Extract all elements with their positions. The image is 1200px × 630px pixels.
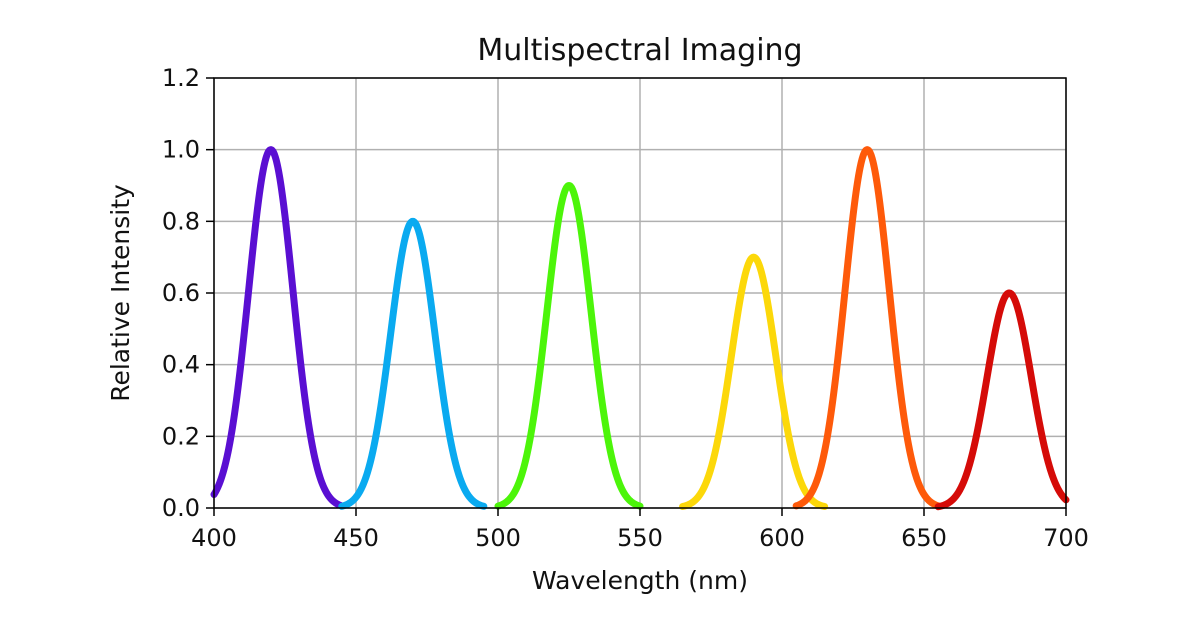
- x-tick-label: 600: [759, 524, 805, 552]
- x-tick-label: 500: [475, 524, 521, 552]
- x-axis-label: Wavelength (nm): [532, 566, 748, 595]
- series-layer: [210, 146, 1070, 511]
- y-tick-label: 0.4: [162, 351, 200, 379]
- x-tick-label: 700: [1043, 524, 1089, 552]
- y-tick-label: 1.0: [162, 136, 200, 164]
- x-tick-label: 400: [191, 524, 237, 552]
- spectral-band-line-2: [338, 217, 488, 510]
- x-tick-label: 550: [617, 524, 663, 552]
- y-tick-label: 0.2: [162, 422, 200, 450]
- y-tick-label: 0.0: [162, 494, 200, 522]
- y-tick-label: 0.6: [162, 279, 200, 307]
- spectral-band-line-1: [210, 146, 346, 510]
- spectral-band-line-3: [494, 182, 644, 510]
- spectral-band-line-6: [934, 289, 1070, 511]
- grid: [213, 77, 1067, 509]
- x-tick-label: 450: [333, 524, 379, 552]
- x-tick-label: 650: [901, 524, 947, 552]
- y-tick-label: 1.2: [162, 64, 200, 92]
- y-tick-label: 0.8: [162, 207, 200, 235]
- ticks: 400 450 500 550 600 650 700 0.0 0.2 0.4 0.6 0.8 1.0 1…: [162, 64, 1089, 552]
- chart-title: Multispectral Imaging: [477, 33, 802, 68]
- y-axis-label: Relative Intensity: [106, 184, 135, 402]
- spectral-band-line-4: [679, 253, 829, 510]
- spectral-band-line-5: [792, 146, 942, 510]
